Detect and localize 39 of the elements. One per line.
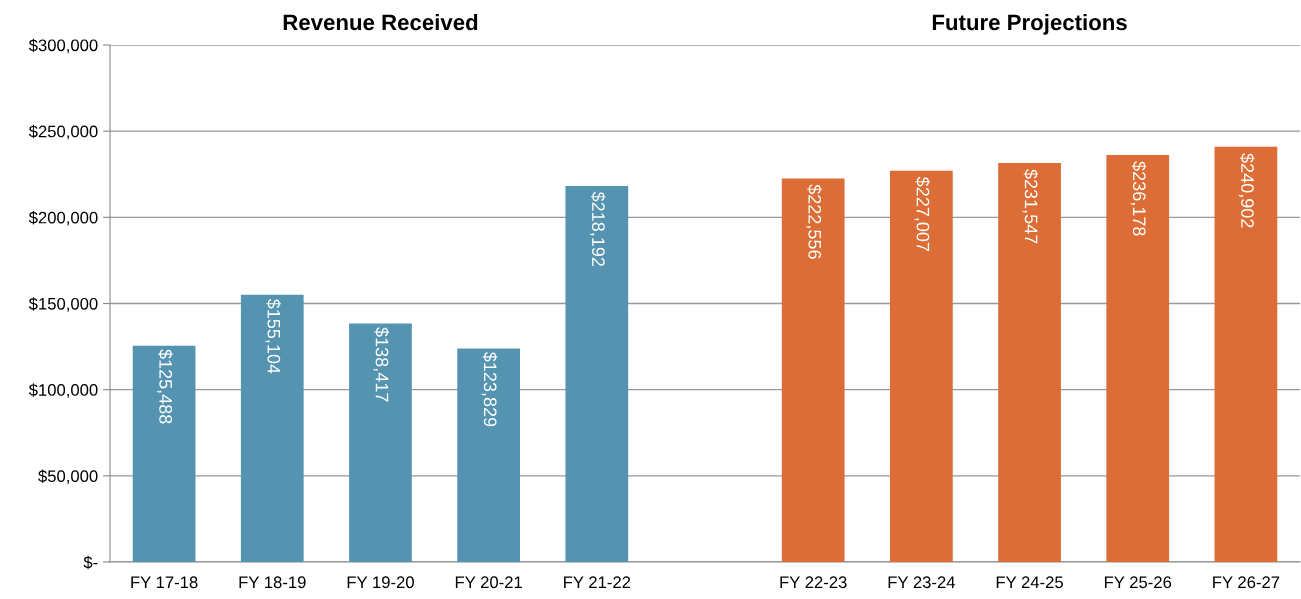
bar — [1214, 146, 1278, 562]
y-tick-label: $100,000 — [28, 383, 98, 398]
x-tick-label: FY 24-25 — [996, 576, 1063, 589]
x-tick-label: FY 25-26 — [1104, 576, 1172, 589]
data-label: $155,104 — [265, 298, 281, 374]
y-tick-label: $200,000 — [28, 211, 98, 226]
text: Future Projections — [932, 13, 1127, 35]
x-tick-label: FY 19-20 — [347, 576, 414, 589]
bar — [349, 323, 412, 562]
x-tick-label: FY 23-24 — [888, 576, 956, 589]
data-label: $123,829 — [481, 352, 498, 427]
bar — [998, 162, 1061, 562]
bar — [1106, 154, 1170, 562]
y-tick-label: $50,000 — [38, 469, 98, 485]
text: Revenue Received — [283, 13, 478, 31]
bar — [132, 345, 196, 562]
x-tick-label: FY 20-21 — [455, 576, 522, 589]
bar — [457, 348, 521, 562]
data-label: $236,178 — [1130, 161, 1147, 236]
data-label: $138,417 — [373, 327, 390, 402]
data-label: $240,902 — [1238, 153, 1255, 228]
y-tick-label: $150,000 — [28, 297, 98, 312]
bar — [565, 185, 629, 562]
bar — [781, 178, 845, 562]
y-tick-label: $- — [83, 555, 98, 570]
data-label: $231,547 — [1022, 169, 1039, 244]
x-tick-label: FY 21-22 — [564, 576, 631, 588]
x-tick-label: FY 26-27 — [1213, 576, 1280, 589]
x-tick-label: FY 17-18 — [131, 576, 198, 589]
data-label: $227,007 — [914, 176, 931, 252]
data-label: $222,556 — [806, 184, 822, 259]
x-tick-label: FY 18-19 — [239, 576, 306, 589]
data-label: $218,192 — [589, 191, 606, 267]
y-tick-label: $300,000 — [28, 38, 98, 54]
bar — [240, 294, 304, 562]
bar — [889, 170, 953, 562]
y-tick-label: $250,000 — [28, 124, 98, 140]
data-label: $125,488 — [157, 349, 173, 424]
x-tick-label: FY 22-23 — [780, 576, 847, 589]
